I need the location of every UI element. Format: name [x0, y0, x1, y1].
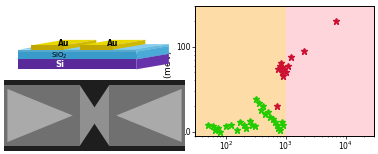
- Polygon shape: [4, 85, 80, 146]
- Polygon shape: [89, 85, 109, 146]
- Polygon shape: [109, 85, 185, 146]
- Polygon shape: [18, 44, 169, 50]
- Polygon shape: [64, 40, 96, 50]
- Bar: [195, 6, 286, 136]
- Polygon shape: [80, 85, 100, 146]
- Bar: [286, 6, 374, 136]
- Polygon shape: [113, 40, 145, 50]
- Polygon shape: [18, 52, 136, 59]
- Polygon shape: [136, 46, 169, 59]
- Polygon shape: [116, 89, 181, 142]
- Polygon shape: [18, 46, 169, 52]
- Bar: [4, 146, 185, 151]
- Bar: [80, 80, 109, 151]
- Polygon shape: [31, 45, 64, 50]
- Polygon shape: [31, 40, 96, 45]
- Polygon shape: [8, 89, 73, 142]
- Text: Au: Au: [107, 39, 118, 48]
- Bar: [4, 80, 185, 85]
- Polygon shape: [18, 59, 136, 69]
- Text: $\mathrm{SiO_2}$: $\mathrm{SiO_2}$: [51, 51, 68, 61]
- Polygon shape: [80, 40, 145, 45]
- Polygon shape: [80, 45, 113, 50]
- Text: Au: Au: [58, 39, 69, 48]
- Polygon shape: [18, 50, 136, 52]
- Polygon shape: [136, 44, 169, 52]
- Text: Si: Si: [55, 60, 64, 69]
- Polygon shape: [18, 54, 169, 59]
- Y-axis label: $E_c\ (\mathrm{meV})$: $E_c\ (\mathrm{meV})$: [162, 50, 175, 91]
- Polygon shape: [136, 54, 169, 69]
